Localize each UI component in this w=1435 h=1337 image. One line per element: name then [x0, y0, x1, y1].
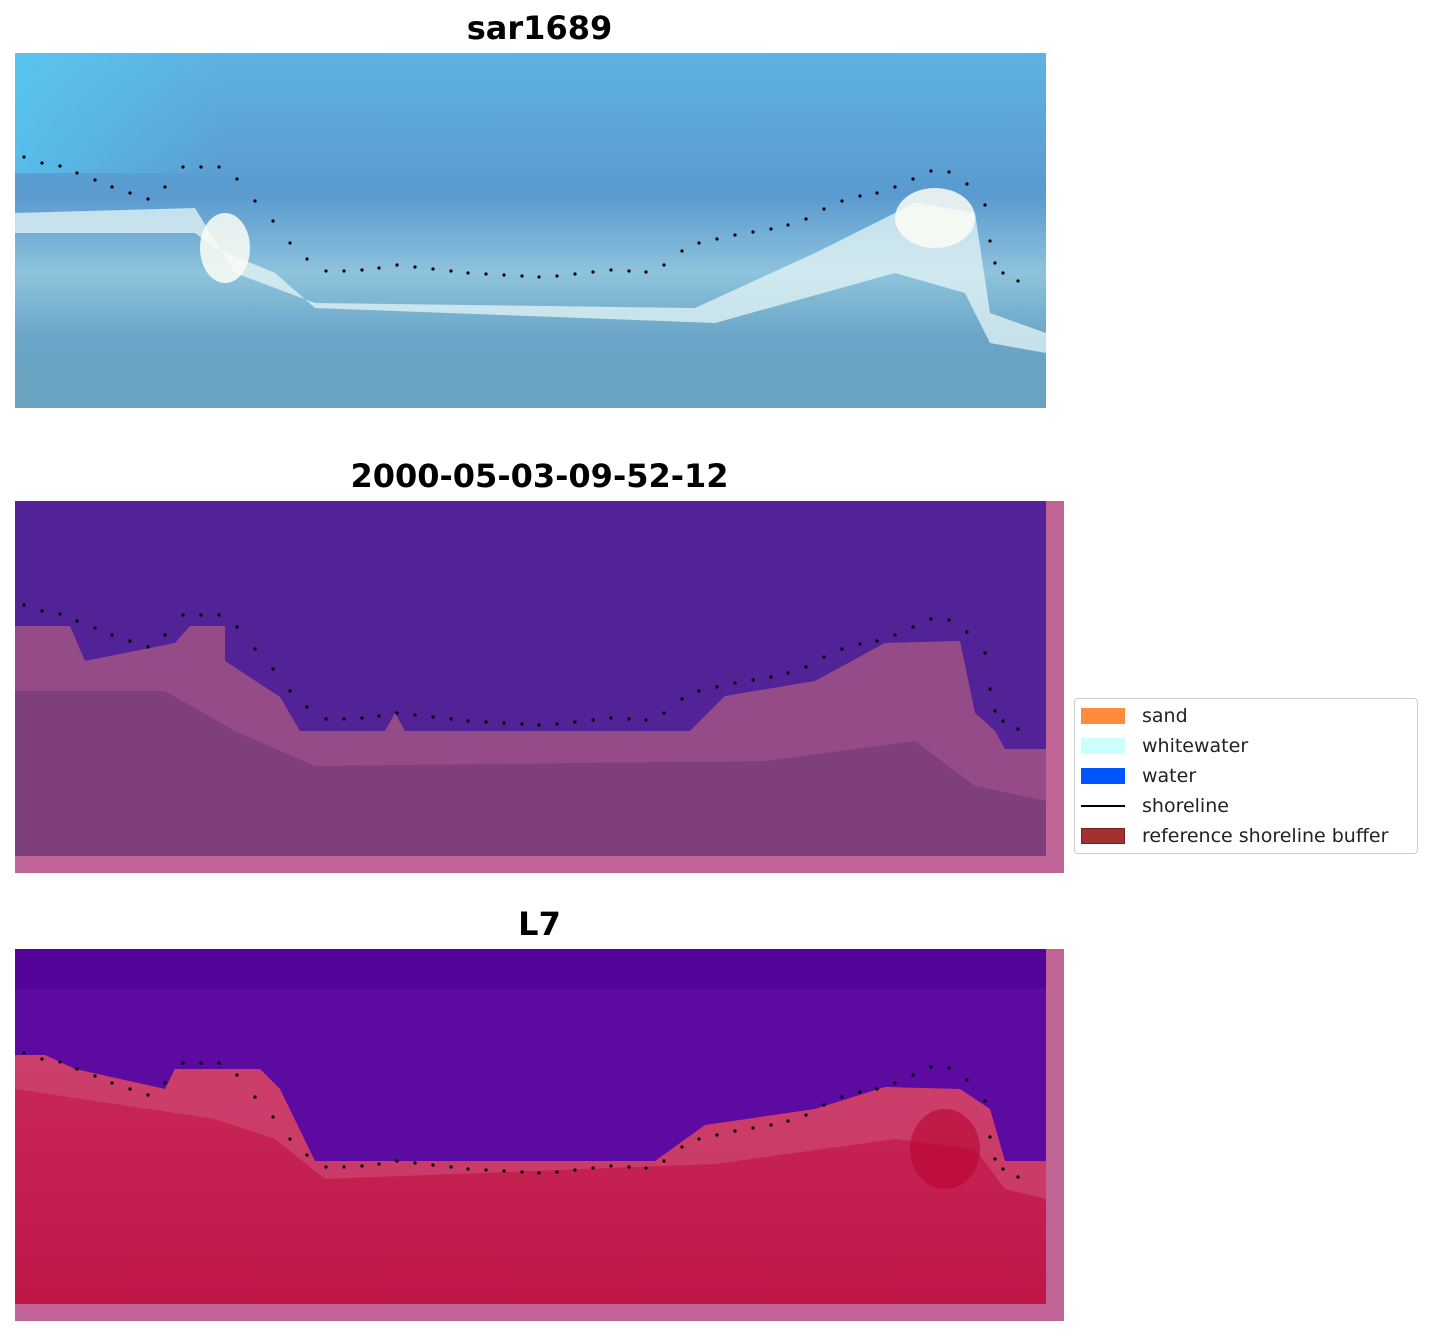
water-class-region [15, 501, 1046, 749]
legend-item-buffer: reference shoreline buffer [1081, 824, 1388, 848]
water-index-region [15, 949, 1046, 1161]
legend-item-water: water [1081, 764, 1196, 788]
sand-swatch [1081, 708, 1125, 724]
transition-region [15, 626, 1046, 801]
legend-label: water [1142, 765, 1197, 787]
shoreline-points [22, 603, 1020, 731]
panel-title-date: 2000-05-03-09-52-12 [350, 457, 729, 495]
transition-region [15, 1055, 1046, 1199]
shoreline-swatch [1081, 805, 1125, 807]
panel-title-l7: L7 [518, 905, 561, 943]
index-panel [15, 949, 1064, 1321]
shoreline-points [22, 155, 1020, 283]
legend-item-whitewater: whitewater [1081, 734, 1248, 758]
legend-item-shoreline: shoreline [1081, 794, 1229, 818]
shoreline-points [22, 1051, 1020, 1179]
panel-title-sar1689: sar1689 [466, 9, 613, 47]
legend-label: shoreline [1142, 795, 1229, 817]
classification-panel [15, 501, 1064, 873]
legend-label: sand [1142, 705, 1188, 727]
rgb-image-panel [15, 53, 1046, 408]
legend: sand whitewater water shoreline referenc… [1074, 698, 1418, 854]
legend-label: reference shoreline buffer [1142, 825, 1389, 847]
whitewater-swatch [1081, 738, 1125, 754]
buffer-swatch [1081, 828, 1125, 844]
water-swatch [1081, 768, 1125, 784]
legend-item-sand: sand [1081, 704, 1188, 728]
legend-label: whitewater [1142, 735, 1249, 757]
